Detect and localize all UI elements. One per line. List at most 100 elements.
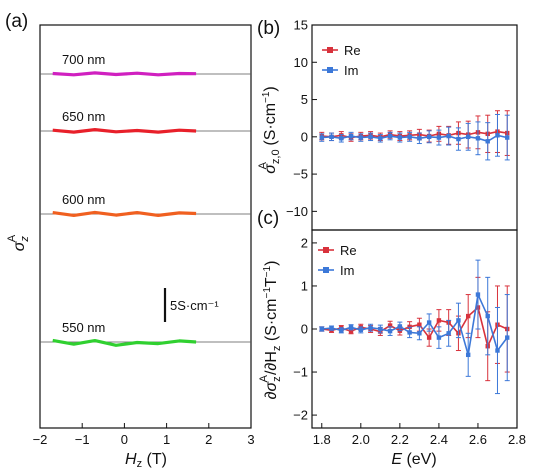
panel-b-frame [311, 24, 518, 231]
panel-c-legend-marker [323, 247, 329, 253]
panel-a-series-line [52, 210, 197, 217]
panel-c-x-label: E (eV) [391, 451, 436, 468]
panel-a-marks: 700 nm 650 nm 600 nm 550 nm [40, 52, 251, 347]
panel-c-data-point [417, 322, 422, 327]
panel-b-data-point [397, 135, 403, 140]
panel-a-y-label: σzA [6, 234, 31, 251]
panel-b-data-point [436, 135, 442, 140]
panel-b-data-point [319, 135, 324, 140]
panel-c-y-tick-label: 0 [301, 322, 308, 337]
panel-b-data-point [417, 136, 422, 141]
panel-c-legend-marker [323, 267, 329, 273]
panel-c-x-tick-label: 2.6 [469, 432, 487, 447]
panel-b-data-point [368, 134, 373, 140]
panel-c-data-point [348, 328, 354, 334]
panel-b-y-tick-label: −10 [286, 204, 308, 219]
panel-c-data-point [465, 352, 471, 358]
panel-b-data-point [329, 134, 334, 140]
panel-a-series-line [52, 128, 197, 134]
panel-b-data-point [465, 134, 471, 140]
panel-c-x-ticks: 1.8 2.0 2.2 2.4 2.6 2.8 [313, 423, 526, 447]
panel-a-x-tick-label: −2 [33, 432, 48, 447]
panel-c-x-tick-label: 2.2 [391, 432, 409, 447]
panel-a-series-line [52, 338, 197, 347]
panel-b-legend-label: Im [344, 63, 358, 78]
panel-a-x-tick-label: 0 [121, 432, 128, 447]
panel-c-data-point [485, 313, 490, 319]
panel-a-x-ticks: −2 −1 0 1 2 3 [33, 423, 255, 447]
panel-b-data-point [348, 133, 354, 139]
panel-c-x-tick-label: 1.8 [313, 432, 331, 447]
panel-c-legend-label: Im [340, 263, 354, 278]
panel-c-y-tick-label: −2 [293, 408, 308, 423]
panel-c-y-tick-label: 2 [301, 235, 308, 250]
panel-c-data-point [378, 326, 383, 332]
panel-c-data-point [387, 328, 393, 334]
panel-b: (b) 15 10 5 0 −5 −10 Re Im σz,0A (S·cm−1) [257, 18, 518, 231]
panel-a-x-tick-label: 3 [247, 432, 254, 447]
panel-c-data-point [426, 335, 432, 340]
panel-b-data-point [446, 133, 451, 139]
panel-b-data-point [339, 136, 344, 141]
panel-a-frame [39, 24, 252, 429]
panel-c-x-tick-label: 2.4 [430, 432, 448, 447]
panel-a-series-label: 700 nm [62, 52, 105, 67]
panel-c-data-point [348, 325, 354, 330]
panel-c-legend: Re Im [318, 243, 357, 278]
panel-b-data-point [407, 134, 412, 140]
scale-bar-label: 5S·cm⁻¹ [170, 298, 219, 313]
panel-c-data-point [475, 292, 481, 297]
panel-a-series-label: 550 nm [62, 320, 105, 335]
panel-c-x-tick-label: 2.8 [508, 432, 526, 447]
panel-b-label: (b) [257, 18, 280, 39]
panel-b-marks [319, 110, 510, 161]
panel-b-y-label: σz,0A (S·cm−1) [257, 86, 282, 174]
panel-c-data-point [329, 325, 334, 331]
panel-c-y-tick-label: 1 [301, 278, 308, 293]
panel-c-data-point [505, 335, 510, 340]
panel-c-x-tick-label: 2.0 [352, 432, 370, 447]
panel-c-data-point [407, 330, 412, 335]
panel-b-legend-marker [327, 67, 333, 73]
panel-c-data-point [436, 335, 442, 340]
panel-a-x-label: Hz (T) [125, 451, 167, 470]
panel-a-series-line [52, 71, 197, 77]
panel-b-y-tick-label: −5 [293, 167, 308, 182]
panel-a-x-tick-label: 2 [205, 432, 212, 447]
panel-c-data-point [465, 313, 471, 319]
panel-c-data-point [358, 327, 364, 333]
panel-b-y-tick-label: 0 [301, 129, 308, 144]
panel-a: (a) 700 nm 650 nm 600 nm 550 nm −2 −1 0 1 2 3 Hz… [5, 11, 255, 470]
panel-b-data-point [475, 136, 481, 141]
panel-b-y-ticks: 15 10 5 0 −5 −10 [286, 18, 317, 219]
panel-b-legend-label: Re [344, 43, 361, 58]
panel-c-data-point [339, 328, 344, 333]
panel-b-data-point [485, 139, 490, 144]
panel-b-data-point [358, 135, 364, 140]
panel-b-data-point [426, 134, 432, 140]
panel-a-x-tick-label: −1 [75, 432, 90, 447]
panel-b-data-point [505, 135, 510, 140]
panel-a-series-label: 600 nm [62, 192, 105, 207]
panel-c-y-label: ∂σzA/∂Hz (S·cm−1T−1) [258, 261, 283, 400]
panel-c-label: (c) [257, 208, 279, 229]
panel-c-data-point [426, 320, 432, 325]
panel-a-series-label: 650 nm [62, 109, 105, 124]
panel-b-y-tick-label: 15 [294, 18, 308, 33]
panel-c-data-point [456, 318, 461, 323]
panel-b-data-point [456, 136, 461, 142]
panel-c-data-point [417, 331, 422, 336]
panel-b-y-tick-label: 10 [294, 55, 308, 70]
panel-c-legend-label: Re [340, 243, 357, 258]
panel-b-data-point [495, 133, 500, 138]
panel-c-y-ticks: 2 1 0 −1 −2 [293, 235, 317, 423]
panel-b-legend-marker [327, 47, 333, 53]
panel-b-y-tick-label: 5 [301, 92, 308, 107]
panel-a-label: (a) [5, 11, 28, 32]
panel-b-legend: Re Im [322, 43, 361, 78]
panel-c-data-point [368, 325, 373, 330]
panel-c-data-point [446, 331, 451, 336]
panel-c-data-point [436, 318, 442, 323]
panel-c-marks [319, 259, 510, 395]
